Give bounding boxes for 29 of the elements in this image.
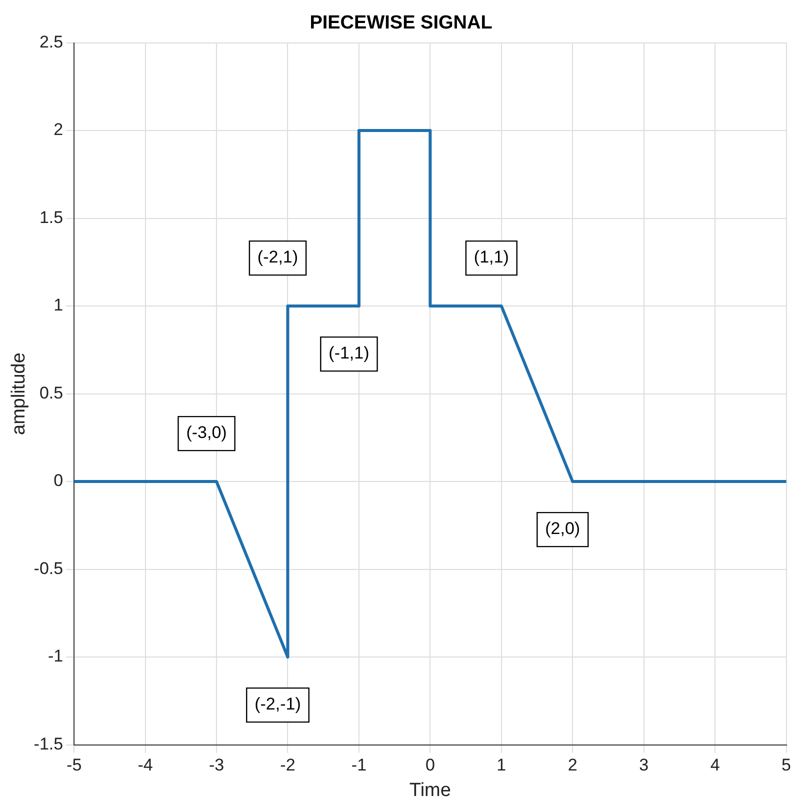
y-tick-label: 0.5: [39, 383, 64, 402]
y-tick-label: 1: [54, 296, 64, 315]
x-tick-label: 5: [782, 756, 792, 775]
y-tick-label: -1: [48, 646, 64, 666]
y-tick-label: -1.5: [34, 734, 64, 754]
x-tick-label: -4: [138, 756, 153, 775]
annotation: (-2,1): [257, 248, 298, 267]
y-tick-label: 0: [54, 471, 64, 490]
x-tick-label: -1: [351, 756, 367, 775]
x-tick-label: -3: [208, 756, 224, 775]
x-tick-label: 1: [496, 756, 506, 775]
x-tick-label: -2: [280, 756, 296, 775]
y-tick-label: 1.5: [39, 208, 64, 227]
y-tick-label: 2: [54, 120, 64, 140]
annotation: (-1,1): [328, 344, 370, 363]
annotation: (2,0): [545, 519, 580, 538]
annotation: (-3,0): [186, 423, 227, 442]
y-tick-label: -0.5: [34, 558, 64, 578]
annotation: (1,1): [474, 248, 509, 267]
x-tick-label: 0: [425, 756, 435, 775]
chart-title: PIECEWISE SIGNAL: [310, 12, 493, 34]
x-tick-label: 3: [639, 756, 649, 775]
y-tick-label: 2.5: [39, 32, 64, 52]
x-tick-label: -5: [66, 756, 82, 775]
y-axis-title: amplitude: [8, 352, 30, 435]
annotation: (-2,-1): [254, 694, 301, 714]
x-tick-label: 2: [568, 756, 578, 775]
x-tick-label: 4: [710, 756, 720, 775]
x-axis-title: Time: [409, 780, 451, 801]
